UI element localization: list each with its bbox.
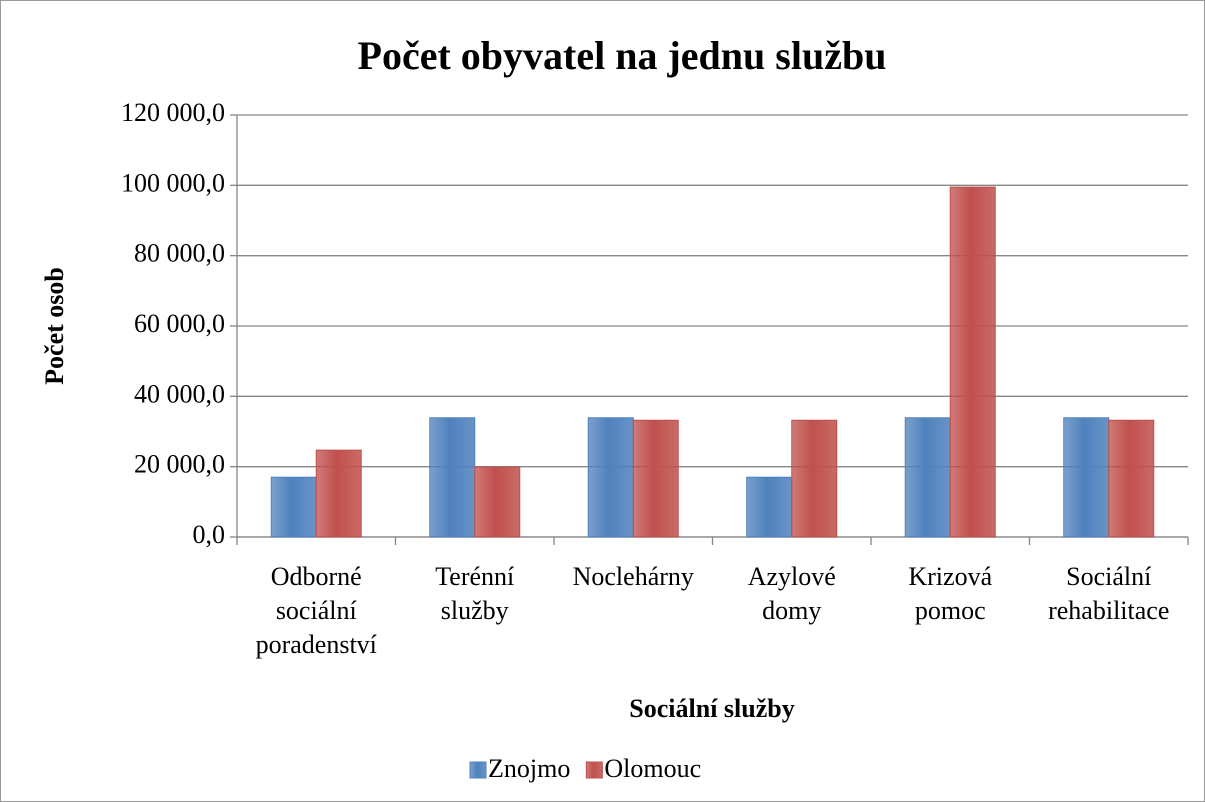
bar: [632, 419, 679, 538]
x-tick-label: Krizová pomoc: [908, 562, 992, 625]
y-tick-label: 0,0: [193, 520, 226, 549]
bar: [429, 417, 476, 538]
x-tick-label: Terénní služby: [435, 562, 514, 625]
x-tick-label: Sociální rehabilitace: [1048, 562, 1169, 625]
bar: [1063, 417, 1110, 538]
bar: [587, 417, 634, 538]
y-tick-label: 60 000,0: [134, 309, 225, 338]
legend-swatch: [585, 761, 603, 779]
bar: [1108, 419, 1155, 538]
bar: [791, 419, 838, 538]
x-tick-label: Odborné sociální poradenství: [256, 562, 377, 659]
y-tick-label: 80 000,0: [134, 239, 225, 268]
bar: [474, 466, 521, 538]
legend-label: Olomouc: [604, 754, 701, 783]
legend-label: Znojmo: [488, 754, 570, 783]
x-tick-label: Azylové domy: [748, 562, 836, 625]
bar: [746, 476, 793, 538]
y-tick-label: 120 000,0: [121, 98, 225, 127]
bar: [315, 449, 362, 538]
x-tick-label: Noclehárny: [573, 562, 694, 591]
bar: [270, 476, 317, 538]
y-tick-label: 40 000,0: [134, 379, 225, 408]
bar: [949, 186, 996, 538]
y-axis-title: Počet osob: [40, 267, 69, 385]
legend-swatch: [469, 761, 487, 779]
bar: [904, 417, 951, 538]
x-axis-title: Sociální služby: [629, 694, 794, 723]
chart-title: Počet obyvatel na jednu službu: [358, 33, 887, 78]
y-tick-label: 100 000,0: [121, 168, 225, 197]
y-tick-label: 20 000,0: [134, 450, 225, 479]
